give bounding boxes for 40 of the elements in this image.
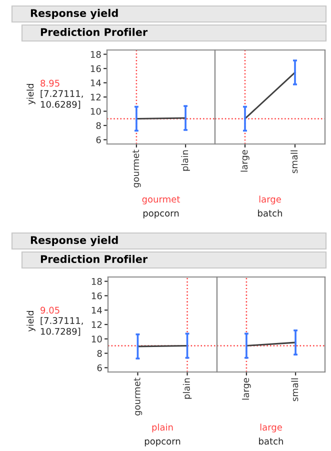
ref-line-label: 8.95	[40, 80, 60, 87]
ref-line-label: plain	[152, 424, 173, 432]
y-tick-label: 6	[97, 364, 102, 372]
x-tick-label: gourmet	[132, 150, 141, 188]
y-tick-label: 16	[92, 292, 102, 300]
chart-subtitle: Prediction Profiler	[40, 28, 148, 36]
y-tick-label: 10	[90, 108, 101, 115]
x-tick-label: large	[242, 378, 251, 400]
y-tick-label: 8	[97, 350, 102, 357]
x-tick-label: plain	[181, 150, 190, 171]
y-axis-title: yield	[26, 84, 36, 105]
x-axis-title: popcorn	[143, 211, 179, 218]
chart-subtitle: Prediction Profiler	[40, 254, 148, 264]
x-axis-title: batch	[259, 438, 283, 445]
text: [7.37111, 10.7289]	[40, 317, 83, 336]
text: [7.27111, 10.6289]	[40, 90, 83, 109]
y-tick-label: 18	[92, 278, 102, 285]
y-tick-label: 18	[90, 51, 101, 58]
x-tick-label: plain	[182, 378, 192, 399]
y-tick-label: 12	[92, 321, 102, 328]
x-tick-label: gourmet	[134, 378, 142, 416]
y-tick-label: 16	[90, 65, 101, 72]
ref-line-label: 9.05	[40, 306, 60, 314]
chart-title: Response yield	[30, 236, 118, 246]
y-tick-label: 6	[96, 136, 101, 144]
y-tick-label: 14	[90, 80, 101, 86]
ref-line-label: large	[259, 196, 281, 204]
x-axis-title: batch	[258, 210, 282, 217]
y-tick-label: 8	[96, 122, 101, 130]
x-axis-title: popcorn	[144, 439, 180, 446]
y-axis-title: yield	[26, 311, 36, 332]
ref-line-label: gourmet	[142, 196, 180, 204]
y-tick-label: 14	[92, 306, 102, 314]
ref-line-label: large	[260, 424, 282, 432]
x-tick-label: small	[291, 378, 298, 402]
y-tick-label: 12	[90, 94, 101, 100]
chart-title: Response yield	[30, 8, 118, 20]
y-tick-label: 10	[92, 336, 102, 342]
x-tick-label: small	[290, 150, 298, 174]
x-tick-label: large	[240, 150, 250, 172]
